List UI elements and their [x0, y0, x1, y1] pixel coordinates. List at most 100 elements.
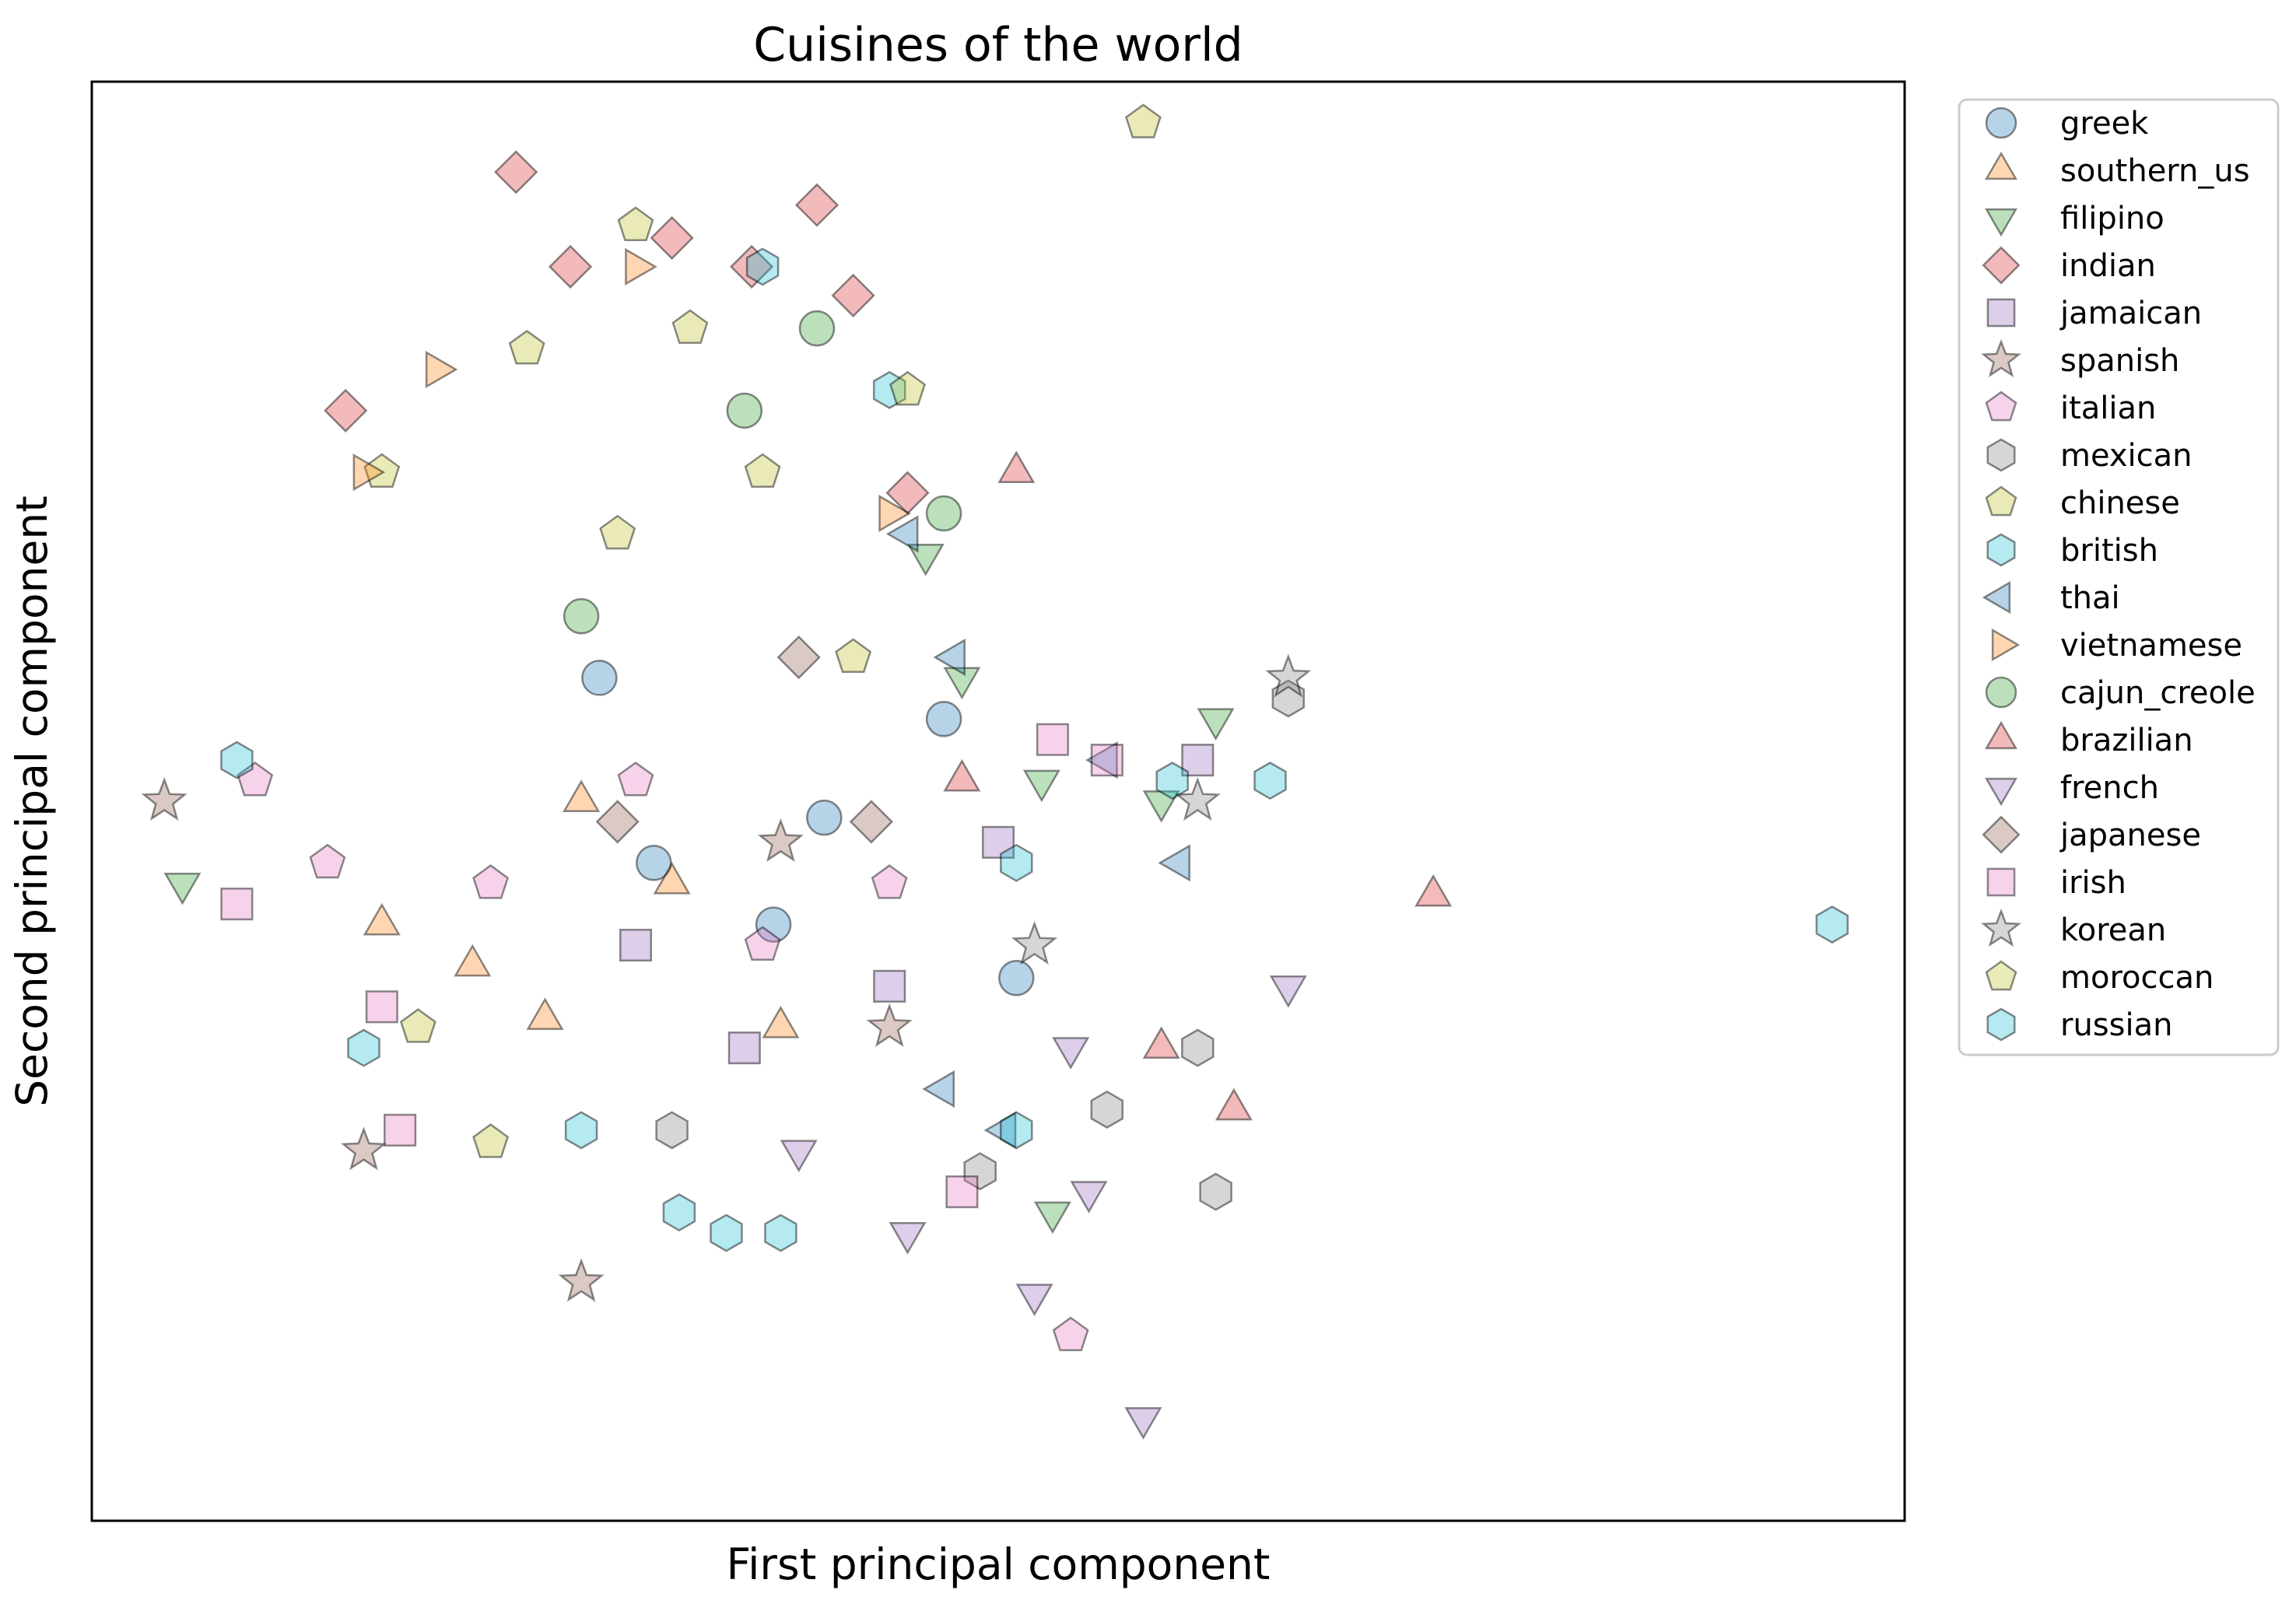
point-filipino-6	[906, 543, 945, 576]
legend-entry-vietnamese: vietnamese	[1991, 628, 2242, 664]
point-thai-4	[1158, 844, 1190, 882]
point-spanish-0	[141, 776, 188, 821]
legend-marker-filipino	[1984, 208, 2018, 237]
point-chinese-5	[835, 638, 872, 673]
point-brazilian-4	[997, 450, 1036, 484]
legend-marker-moroccan	[1985, 960, 2017, 991]
point-irish-3	[1090, 744, 1123, 777]
point-cajun_creole-3	[563, 597, 600, 635]
point-italian-3	[744, 926, 781, 961]
legend-entry-thai: thai	[1982, 580, 2120, 616]
legend-marker-irish	[1986, 867, 2016, 897]
point-russian-2	[564, 1111, 598, 1150]
legend-label-jamaican: jamaican	[2059, 296, 2202, 331]
point-indian-6	[885, 471, 930, 515]
point-vietnamese-2	[625, 247, 657, 285]
point-cajun_creole-2	[925, 495, 962, 532]
legend-entry-spanish: spanish	[1981, 338, 2179, 379]
legend-entry-brazilian: brazilian	[1984, 720, 2193, 758]
legend-marker-brazilian	[1984, 720, 2018, 750]
point-japanese-0	[595, 800, 640, 844]
point-mexican-0	[655, 1111, 689, 1150]
point-chinese-2	[744, 453, 781, 489]
point-korean-2	[1011, 920, 1058, 965]
legend-entry-jamaican: jamaican	[1986, 296, 2202, 331]
point-indian-3	[729, 244, 774, 289]
point-greek-0	[636, 845, 672, 881]
point-mexican-2	[1090, 1090, 1124, 1129]
point-moroccan-4	[889, 370, 926, 406]
point-brazilian-2	[943, 758, 981, 792]
point-moroccan-3	[399, 1008, 436, 1043]
point-jamaican-3	[1181, 744, 1215, 777]
legend-label-korean: korean	[2060, 912, 2166, 948]
plot-frame	[90, 80, 1906, 1522]
legend-entry-filipino: filipino	[1984, 201, 2165, 237]
legend-entry-irish: irish	[1986, 865, 2126, 901]
point-french-4	[1124, 1406, 1162, 1440]
point-mexican-4	[1271, 679, 1306, 718]
legend-marker-british	[1986, 533, 2016, 567]
point-vietnamese-3	[878, 494, 912, 533]
legend-label-italian: italian	[2060, 390, 2156, 426]
legend-entry-french: french	[1984, 770, 2159, 807]
legend-entry-mexican: mexican	[1986, 438, 2193, 474]
point-indian-4	[831, 273, 875, 318]
legend-label-filipino: filipino	[2060, 201, 2165, 236]
point-spanish-4	[757, 818, 804, 862]
legend-label-russian: russian	[2060, 1007, 2172, 1043]
legend-marker-thai	[1982, 580, 2011, 615]
legend-frame	[1958, 98, 2280, 1056]
point-irish-0	[220, 888, 254, 921]
legend-marker-russian	[1986, 1007, 2016, 1042]
point-italian-5	[1052, 1316, 1089, 1352]
legend-entry-japanese: japanese	[1982, 815, 2201, 854]
point-mexican-5	[1199, 1172, 1232, 1211]
legend-marker-southern_us	[1984, 151, 2018, 180]
legend-entry-korean: korean	[1981, 908, 2166, 948]
legend-marker-vietnamese	[1991, 628, 2021, 662]
point-jamaican-1	[873, 969, 906, 1003]
point-vietnamese-0	[425, 350, 458, 389]
point-british-5	[1253, 762, 1287, 800]
legend-items: greek southern_us filipino indian jamaican sp…	[1981, 106, 2256, 1043]
point-greek-2	[925, 701, 962, 737]
point-korean-0	[1265, 653, 1312, 698]
point-jamaican-4	[727, 1031, 761, 1065]
point-french-6	[1070, 1181, 1108, 1214]
point-thai-2	[983, 1111, 1017, 1149]
point-british-4	[1155, 762, 1189, 800]
point-italian-2	[617, 761, 654, 797]
point-jamaican-2	[981, 825, 1015, 859]
point-filipino-4	[1033, 1201, 1071, 1235]
point-french-3	[1269, 975, 1307, 1008]
point-russian-1	[710, 1214, 743, 1252]
point-french-5	[1052, 1037, 1090, 1070]
point-spanish-3	[866, 1003, 913, 1047]
legend-label-moroccan: moroccan	[2060, 960, 2214, 996]
legend-label-british: british	[2060, 533, 2158, 569]
legend-label-mexican: mexican	[2060, 438, 2193, 474]
point-indian-1	[794, 183, 840, 227]
point-southern_us-2	[653, 861, 691, 895]
point-british-6	[764, 1214, 797, 1252]
point-british-1	[347, 1028, 380, 1067]
point-chinese-3	[671, 309, 709, 345]
legend-entry-greek: greek	[1985, 106, 2149, 142]
point-irish-1	[384, 1113, 417, 1147]
legend-marker-chinese	[1985, 485, 2017, 517]
legend-entry-indian: indian	[1982, 246, 2156, 285]
point-chinese-0	[363, 453, 401, 489]
legend: greek southern_us filipino indian jamaican sp…	[1958, 98, 2280, 1056]
point-greek-1	[806, 799, 843, 836]
legend-label-french: french	[2060, 770, 2159, 806]
legend-label-indian: indian	[2060, 248, 2156, 284]
point-southern_us-3	[762, 1005, 800, 1038]
points-layer	[141, 103, 1849, 1440]
point-british-7	[662, 1193, 696, 1232]
point-italian-4	[871, 864, 908, 899]
point-filipino-0	[163, 872, 202, 905]
point-irish-5	[1036, 723, 1069, 756]
point-italian-1	[472, 864, 510, 899]
point-indian-7	[324, 388, 368, 433]
